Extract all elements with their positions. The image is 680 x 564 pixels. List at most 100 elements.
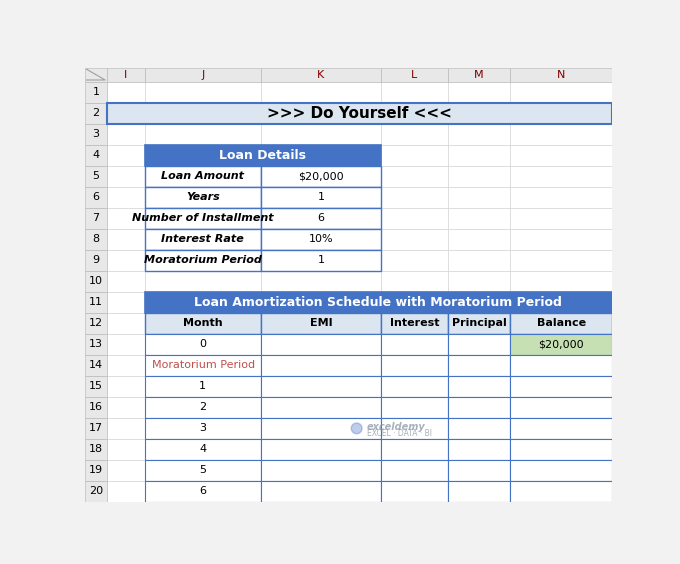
Bar xyxy=(511,418,612,439)
Bar xyxy=(85,208,107,228)
Bar xyxy=(107,166,145,187)
Bar xyxy=(145,460,261,481)
Bar xyxy=(85,355,107,376)
Text: Loan Details: Loan Details xyxy=(220,148,307,162)
Bar xyxy=(145,439,261,460)
Bar xyxy=(447,124,511,144)
Bar xyxy=(381,439,447,460)
Bar xyxy=(261,208,381,228)
Bar xyxy=(381,397,447,418)
Bar xyxy=(261,144,381,166)
Bar xyxy=(145,124,261,144)
Bar xyxy=(381,144,447,166)
Bar xyxy=(381,334,447,355)
Bar xyxy=(107,208,145,228)
Bar xyxy=(85,460,107,481)
Bar xyxy=(85,68,107,82)
Bar xyxy=(447,313,511,334)
Bar xyxy=(85,481,107,502)
Bar xyxy=(261,250,381,271)
Text: Interest Rate: Interest Rate xyxy=(161,234,244,244)
Bar xyxy=(107,228,145,250)
Bar xyxy=(145,187,261,208)
Bar xyxy=(511,228,612,250)
Bar xyxy=(107,481,145,502)
Text: 18: 18 xyxy=(89,444,103,455)
Bar xyxy=(447,418,511,439)
Bar xyxy=(447,271,511,292)
Bar xyxy=(85,228,107,250)
Bar xyxy=(381,68,447,82)
Text: 6: 6 xyxy=(199,486,206,496)
Text: exceldemy: exceldemy xyxy=(367,422,426,433)
Bar xyxy=(381,292,447,313)
Bar xyxy=(447,250,511,271)
Bar xyxy=(447,460,511,481)
Bar xyxy=(511,439,612,460)
Text: 10%: 10% xyxy=(309,234,333,244)
Bar xyxy=(145,397,261,418)
Text: Month: Month xyxy=(183,318,222,328)
Bar xyxy=(511,460,612,481)
Bar xyxy=(145,460,261,481)
Bar xyxy=(511,418,612,439)
Bar xyxy=(447,292,511,313)
Bar xyxy=(261,439,381,460)
Bar xyxy=(145,376,261,397)
Bar xyxy=(261,250,381,271)
Bar xyxy=(145,103,261,124)
Bar xyxy=(107,313,145,334)
Text: M: M xyxy=(474,69,484,80)
Text: Interest: Interest xyxy=(390,318,439,328)
Text: 6: 6 xyxy=(318,213,324,223)
Bar xyxy=(511,68,612,82)
Bar xyxy=(85,418,107,439)
Bar xyxy=(261,208,381,228)
Bar xyxy=(107,418,145,439)
Bar xyxy=(381,355,447,376)
Bar xyxy=(145,376,261,397)
Bar xyxy=(107,460,145,481)
Bar xyxy=(511,250,612,271)
Text: K: K xyxy=(318,69,324,80)
Bar xyxy=(145,271,261,292)
Bar xyxy=(145,355,261,376)
Bar xyxy=(85,313,107,334)
Text: 3: 3 xyxy=(199,424,206,433)
Bar xyxy=(447,418,511,439)
Bar xyxy=(261,334,381,355)
Bar xyxy=(107,376,145,397)
Bar xyxy=(381,103,447,124)
Bar xyxy=(511,397,612,418)
Text: 1: 1 xyxy=(318,255,324,265)
Bar xyxy=(85,124,107,144)
Text: 17: 17 xyxy=(89,424,103,433)
Bar xyxy=(381,418,447,439)
Bar xyxy=(381,82,447,103)
Bar xyxy=(511,68,612,82)
Bar xyxy=(145,166,261,187)
Bar xyxy=(145,292,612,313)
Bar xyxy=(85,334,107,355)
Text: 19: 19 xyxy=(89,465,103,475)
Bar xyxy=(447,376,511,397)
Bar xyxy=(261,460,381,481)
Bar xyxy=(107,82,145,103)
Bar xyxy=(261,397,381,418)
Bar xyxy=(145,418,261,439)
Bar xyxy=(261,481,381,502)
Bar xyxy=(145,250,261,271)
Text: >>> Do Yourself <<<: >>> Do Yourself <<< xyxy=(267,105,452,121)
Bar xyxy=(145,397,261,418)
Bar xyxy=(447,208,511,228)
Bar xyxy=(145,144,261,166)
Text: 12: 12 xyxy=(89,318,103,328)
Text: Moratorium Period: Moratorium Period xyxy=(144,255,262,265)
Bar xyxy=(447,144,511,166)
Bar xyxy=(145,292,261,313)
Bar xyxy=(381,439,447,460)
Circle shape xyxy=(351,423,362,434)
Bar xyxy=(85,144,107,166)
Bar xyxy=(511,208,612,228)
Bar xyxy=(511,376,612,397)
